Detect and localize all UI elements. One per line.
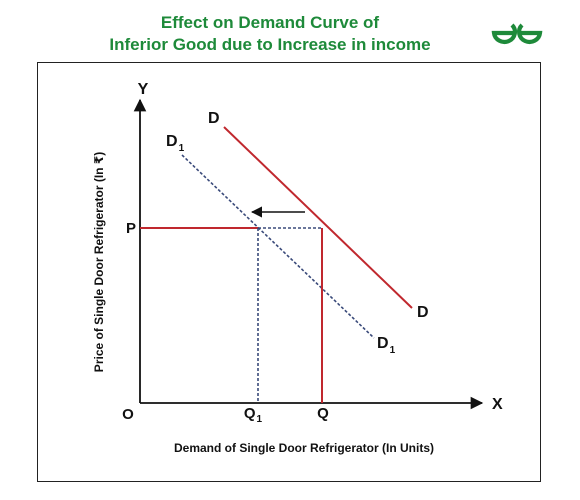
- chart-title-line-1: Effect on Demand Curve of: [160, 13, 380, 32]
- diagram-frame: [37, 62, 541, 482]
- curve-label-d-top: D: [208, 110, 220, 127]
- price-label-p: P: [126, 220, 136, 237]
- demand-curve-d: [223, 126, 413, 309]
- geeksforgeeks-logo-icon: [490, 18, 544, 53]
- quantity-label-q1: Q1: [244, 405, 263, 425]
- curve-label-d1-top: D1: [166, 133, 185, 154]
- x-axis-title: Demand of Single Door Refrigerator (In U…: [174, 441, 434, 455]
- x-axis-letter: X: [492, 396, 503, 413]
- y-axis-letter: Y: [138, 81, 149, 98]
- y-axis-title: Price of Single Door Refrigerator (In ₹): [92, 152, 106, 372]
- origin-label: O: [122, 406, 134, 423]
- demand-curve-d1: [181, 154, 375, 339]
- quantity-label-q: Q: [317, 405, 329, 422]
- curve-label-d-bottom: D: [417, 304, 429, 321]
- curve-label-d1-bottom: D1: [377, 335, 396, 356]
- chart-title-line-2: Inferior Good due to Increase in income: [109, 35, 431, 54]
